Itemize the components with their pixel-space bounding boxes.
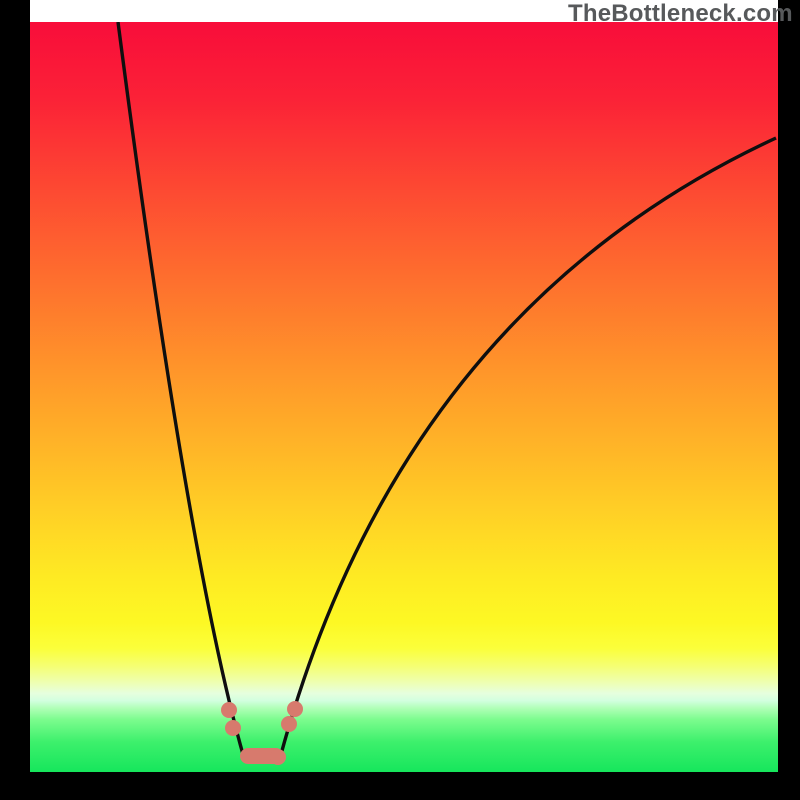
marker-dot-2 [281,716,297,732]
marker-dot-5 [270,749,286,765]
marker-dot-0 [221,702,237,718]
watermark-label: TheBottleneck.com [568,0,793,28]
frame-border-right [778,0,800,800]
markers-group [30,22,778,772]
marker-dot-3 [287,701,303,717]
marker-dot-1 [225,720,241,736]
frame-border-left [0,0,30,800]
frame-border-bottom [0,772,800,800]
plot-area [30,22,778,772]
